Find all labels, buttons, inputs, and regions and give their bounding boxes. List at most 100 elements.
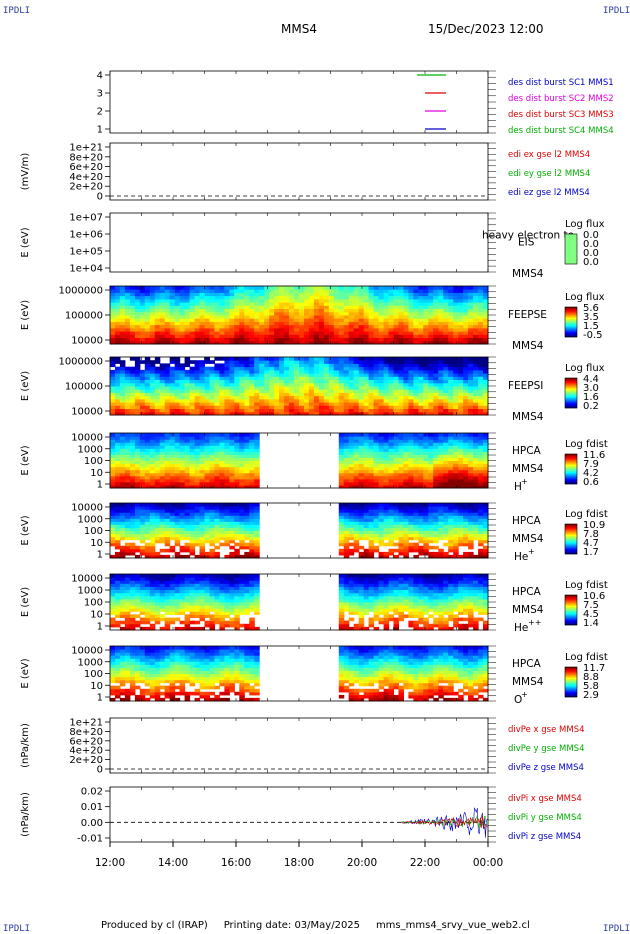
- ytick-label: -0.01: [77, 834, 103, 845]
- species-charge: ++: [528, 618, 541, 627]
- colorbar-tick: 3.0: [583, 383, 599, 394]
- panel-4: 1000000 100000 10000 E (eV) FEEPSE MMS4 Log fl…: [20, 286, 605, 353]
- instrument-label: FEEPSE: [508, 309, 547, 321]
- y-axis-label: (nPa/km): [20, 723, 31, 768]
- colorbar-tick: 11.6: [583, 450, 605, 461]
- species-charge: +: [528, 547, 535, 556]
- spectrogram-8: [110, 574, 489, 631]
- legend-entry: des dist burst SC4 MMS4: [508, 126, 614, 136]
- ytick-label: 100: [84, 598, 103, 609]
- footer-printing-date: Printing date: 03/May/2025: [223, 920, 361, 931]
- ytick-label: 10: [90, 681, 103, 692]
- corner-label-top-left: IPDLI: [3, 6, 31, 16]
- ytick-label: 4: [97, 71, 103, 82]
- legend-entry: divPi y gse MMS4: [508, 813, 582, 823]
- summary-plot: 4 3 2 1 des dist burst SC1 MMS1 des dist burs…: [20, 71, 614, 870]
- spacecraft-label: MMS4: [512, 411, 544, 423]
- ytick-label: 2e+20: [69, 755, 103, 766]
- colorbar-tick: 0.0: [583, 230, 599, 241]
- y-axis-label: (nPa/km): [20, 792, 31, 837]
- ytick-label: 1000000: [58, 286, 103, 297]
- colorbar-tick: 0.6: [583, 477, 599, 488]
- ytick-label: 1000: [78, 444, 103, 455]
- ytick-label: 1: [97, 550, 103, 561]
- ytick-label: 0.00: [81, 818, 103, 829]
- ytick-label: 1: [97, 480, 103, 491]
- colorbar-title: Log flux: [565, 363, 605, 374]
- ytick-label: 10: [90, 610, 103, 621]
- spacecraft-label: MMS4: [512, 676, 544, 688]
- species-charge: +: [521, 477, 528, 486]
- ytick-label: 10000: [71, 433, 103, 444]
- ytick-label: 100: [84, 669, 103, 680]
- colorbar-title: Log fdist: [565, 439, 608, 450]
- colorbar-tick: 4.5: [583, 609, 599, 620]
- spacecraft-label: MMS4: [512, 268, 544, 280]
- colorbar-tick: 4.4: [583, 374, 599, 385]
- y-axis-label: E (eV): [20, 227, 31, 257]
- colorbar-tick: 10.6: [583, 591, 605, 602]
- instrument-label: EIS: [518, 237, 535, 249]
- ytick-label: 1e+05: [69, 247, 103, 258]
- legend-entry: des dist burst SC1 MMS1: [508, 78, 614, 88]
- corner-label-top-right: IPDLI: [603, 6, 630, 16]
- colorbar-tick: 5.6: [583, 303, 599, 314]
- spacecraft-label: MMS4: [512, 463, 544, 475]
- species-label: O: [514, 694, 522, 706]
- legend-entry: edi ex gse l2 MMS4: [508, 150, 590, 160]
- footer-produced-by: Produced by cl (IRAP): [101, 920, 208, 931]
- ytick-label: 1000: [78, 514, 103, 525]
- colorbar: [564, 523, 578, 555]
- colorbar-title: Log flux: [565, 219, 605, 230]
- colorbar: [564, 666, 578, 698]
- ytick-label: 1e+07: [69, 213, 103, 224]
- ytick-label: 6e+20: [69, 162, 103, 173]
- colorbar-tick: 3.5: [583, 312, 599, 323]
- xtick-label: 16:00: [221, 857, 251, 869]
- y-axis-label: E (eV): [20, 658, 31, 688]
- ytick-label: 1e+04: [69, 264, 103, 275]
- ytick-label: 6e+20: [69, 736, 103, 747]
- xtick-label: 18:00: [284, 857, 314, 869]
- instrument-label: HPCA: [512, 658, 542, 670]
- datetime-title: 15/Dec/2023 12:00: [428, 22, 544, 36]
- colorbar-title: Log fdist: [565, 580, 608, 591]
- colorbar-title: Log fdist: [565, 652, 608, 663]
- species-label: He: [514, 551, 528, 563]
- ytick-label: 2: [97, 107, 103, 118]
- legend-entry: divPe y gse MMS4: [508, 744, 585, 754]
- spacecraft-label: MMS4: [512, 533, 544, 545]
- y-axis-label: E (eV): [20, 300, 31, 330]
- spectrogram-6: [110, 433, 489, 489]
- colorbar-tick: 1.4: [583, 618, 599, 629]
- colorbar-tick: 4.2: [583, 468, 599, 479]
- divpi-z-trace: [401, 807, 488, 838]
- colorbar: [564, 453, 578, 485]
- colorbar-tick: 2.9: [583, 690, 599, 701]
- footer-file: mms_mms4_srvy_vue_web2.cl: [375, 920, 530, 931]
- ytick-label: 1000000: [58, 357, 103, 368]
- xtick-label: 22:00: [410, 857, 440, 869]
- colorbar-title: Log flux: [565, 292, 605, 303]
- ytick-label: 1e+06: [69, 230, 103, 241]
- y-axis-label: E (eV): [20, 445, 31, 475]
- ytick-label: 10: [90, 468, 103, 479]
- ytick-label: 10: [90, 538, 103, 549]
- y-axis-label: E (eV): [20, 371, 31, 401]
- ytick-label: 3: [97, 89, 103, 100]
- colorbar-tick: 4.7: [583, 538, 599, 549]
- x-axis: 12:00 14:00 16:00 18:00 20:00 22:00 00:00: [95, 842, 503, 869]
- colorbar: [564, 377, 578, 409]
- ytick-label: 1000: [78, 657, 103, 668]
- xtick-label: 00:00: [473, 857, 503, 869]
- instrument-label: HPCA: [512, 515, 542, 527]
- ytick-label: 10000: [71, 646, 103, 657]
- ytick-label: 1000: [78, 586, 103, 597]
- spacecraft-label: MMS4: [512, 340, 544, 352]
- colorbar-tick: 0.0: [583, 239, 599, 250]
- ytick-label: 2e+20: [69, 182, 103, 193]
- ytick-label: 1: [97, 622, 103, 633]
- instrument-label: HPCA: [512, 586, 542, 598]
